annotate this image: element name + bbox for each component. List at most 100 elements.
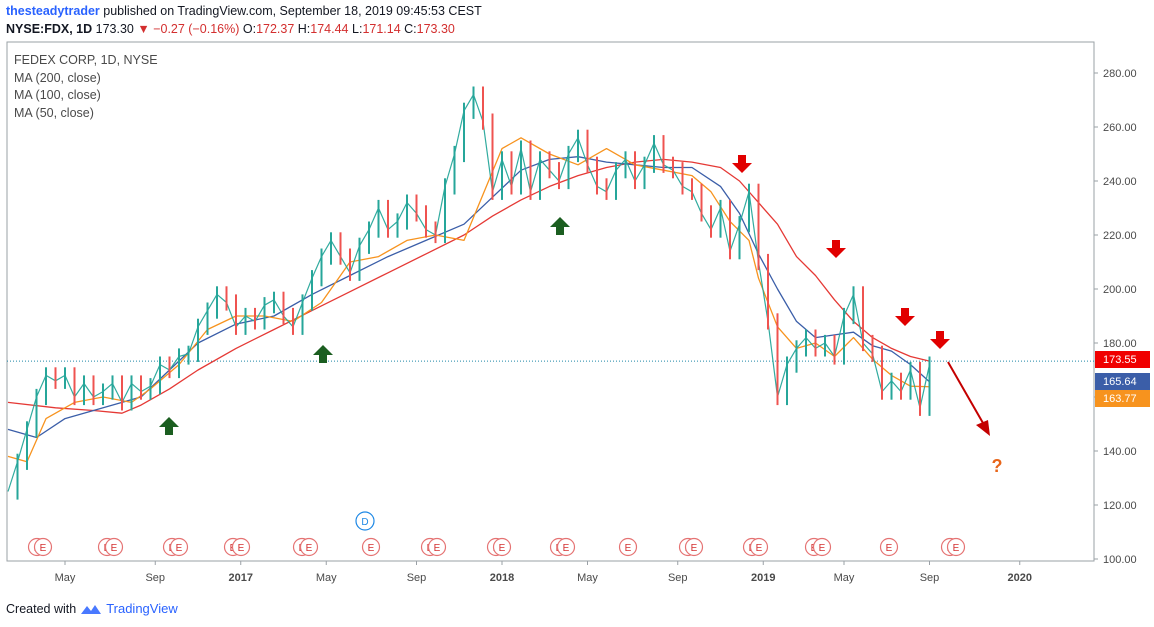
time-tick-label: May	[834, 572, 855, 584]
ma-line	[7, 137, 930, 463]
open-value: 172.37	[256, 22, 295, 36]
legend-ma50[interactable]: MA (50, close)	[14, 105, 94, 120]
published-text: published on TradingView.com, September …	[103, 4, 482, 18]
time-tick-label: Sep	[407, 572, 427, 584]
price-tick-label: 280.00	[1103, 68, 1137, 80]
low-value: 171.14	[362, 22, 401, 36]
dividend-event-icon[interactable]	[355, 511, 375, 531]
time-tick-label: Sep	[920, 572, 940, 584]
earnings-event-label: E	[819, 543, 826, 554]
price-badge	[1095, 351, 1150, 368]
price-tick-label: 220.00	[1103, 230, 1137, 242]
earnings-event-icon[interactable]	[556, 537, 576, 557]
earnings-event-label: E	[953, 543, 960, 554]
earnings-event-icon[interactable]	[427, 537, 447, 557]
down-arrow-icon	[826, 240, 846, 258]
earnings-event-label: E	[691, 543, 698, 554]
price-badge	[1095, 373, 1150, 390]
close-value: 173.30	[416, 22, 455, 36]
footer: Created with TradingView	[6, 601, 178, 616]
earnings-event-label: E	[238, 543, 245, 554]
price-badge-label: 163.77	[1103, 393, 1137, 405]
earnings-event-label: E	[886, 543, 893, 554]
forecast-arrowhead-icon	[976, 420, 990, 436]
earnings-event-icon[interactable]	[231, 537, 251, 557]
down-triangle-icon: ▼	[137, 22, 150, 36]
price-tick-label: 120.00	[1103, 500, 1137, 512]
price-badge	[1095, 390, 1150, 407]
down-arrow-icon	[895, 308, 915, 326]
earnings-event-label: E	[499, 543, 506, 554]
forecast-arrow-line	[947, 361, 988, 431]
time-tick-label: 2019	[751, 572, 775, 584]
time-tick-label: Sep	[145, 572, 165, 584]
price-tick-label: 180.00	[1103, 338, 1137, 350]
price-badge-label: 173.55	[1103, 354, 1137, 366]
earnings-event-label: E	[306, 543, 313, 554]
legend-title: FEDEX CORP, 1D, NYSE	[14, 53, 158, 67]
ma-line	[7, 158, 930, 414]
earnings-event-icon[interactable]	[169, 537, 189, 557]
down-arrow-icon	[732, 155, 752, 173]
close-label: C:	[404, 22, 417, 36]
earnings-event-label: E	[625, 543, 632, 554]
earnings-event-icon[interactable]	[361, 537, 381, 557]
time-tick-label: Sep	[668, 572, 688, 584]
time-tick-label: 2018	[490, 572, 514, 584]
low-label: L:	[352, 22, 363, 36]
time-tick-label: 2020	[1008, 572, 1032, 584]
time-tick-label: May	[577, 572, 598, 584]
price-tick-label: 140.00	[1103, 446, 1137, 458]
earnings-event-label: E	[111, 543, 118, 554]
open-label: O:	[242, 22, 257, 36]
earnings-event-label: E	[368, 543, 375, 554]
ohlc-line: NYSE:FDX, 1D 173.30 ▼ −0.27 (−0.16%) O:1…	[6, 22, 455, 36]
price-tick-label: 100.00	[1103, 554, 1137, 566]
time-tick-label: May	[316, 572, 337, 584]
earnings-event-icon[interactable]	[684, 537, 704, 557]
high-label: H:	[297, 22, 311, 36]
earnings-event-label: E	[40, 543, 47, 554]
chart-legend: FEDEX CORP, 1D, NYSE MA (200, close) MA …	[14, 52, 158, 122]
earnings-event-icon[interactable]	[104, 537, 124, 557]
price-tick-label: 240.00	[1103, 176, 1137, 188]
time-tick-label: May	[55, 572, 76, 584]
symbol-label: NYSE:FDX, 1D	[6, 22, 93, 36]
created-with-label: Created with	[6, 601, 77, 616]
earnings-event-label: E	[434, 543, 441, 554]
up-arrow-icon	[313, 345, 333, 363]
up-arrow-icon	[550, 217, 570, 235]
tradingview-logo-icon	[81, 604, 102, 614]
publish-line: thesteadytrader published on TradingView…	[6, 4, 482, 18]
earnings-event-icon[interactable]	[812, 537, 832, 557]
author-link[interactable]: thesteadytrader	[6, 4, 100, 18]
down-arrow-icon	[930, 331, 950, 349]
earnings-event-icon[interactable]	[749, 537, 769, 557]
earnings-event-label: E	[563, 543, 570, 554]
legend-ma200[interactable]: MA (200, close)	[14, 70, 101, 85]
tradingview-brand[interactable]: TradingView	[106, 601, 178, 616]
last-price: 173.30	[95, 22, 134, 36]
question-mark: ?	[992, 456, 1003, 476]
ma-line	[7, 156, 930, 439]
earnings-event-icon[interactable]	[879, 537, 899, 557]
earnings-event-icon[interactable]	[492, 537, 512, 557]
earnings-event-label: E	[756, 543, 763, 554]
earnings-event-label: E	[176, 543, 183, 554]
earnings-event-icon[interactable]	[618, 537, 638, 557]
earnings-event-icon[interactable]	[946, 537, 966, 557]
plot-frame	[6, 41, 1095, 562]
legend-ma100[interactable]: MA (100, close)	[14, 88, 101, 102]
price-tick-label: 200.00	[1103, 284, 1137, 296]
up-arrow-icon	[159, 417, 179, 435]
earnings-event-icon[interactable]	[33, 537, 53, 557]
price-badge-label: 165.64	[1103, 376, 1137, 388]
earnings-event-icon[interactable]	[299, 537, 319, 557]
price-tick-label: 260.00	[1103, 122, 1137, 134]
time-tick-label: 2017	[229, 572, 253, 584]
high-value: 174.44	[310, 22, 349, 36]
change-value: −0.27 (−0.16%)	[153, 22, 240, 36]
price-series-line	[7, 93, 931, 492]
dividend-event-label: D	[361, 517, 368, 528]
